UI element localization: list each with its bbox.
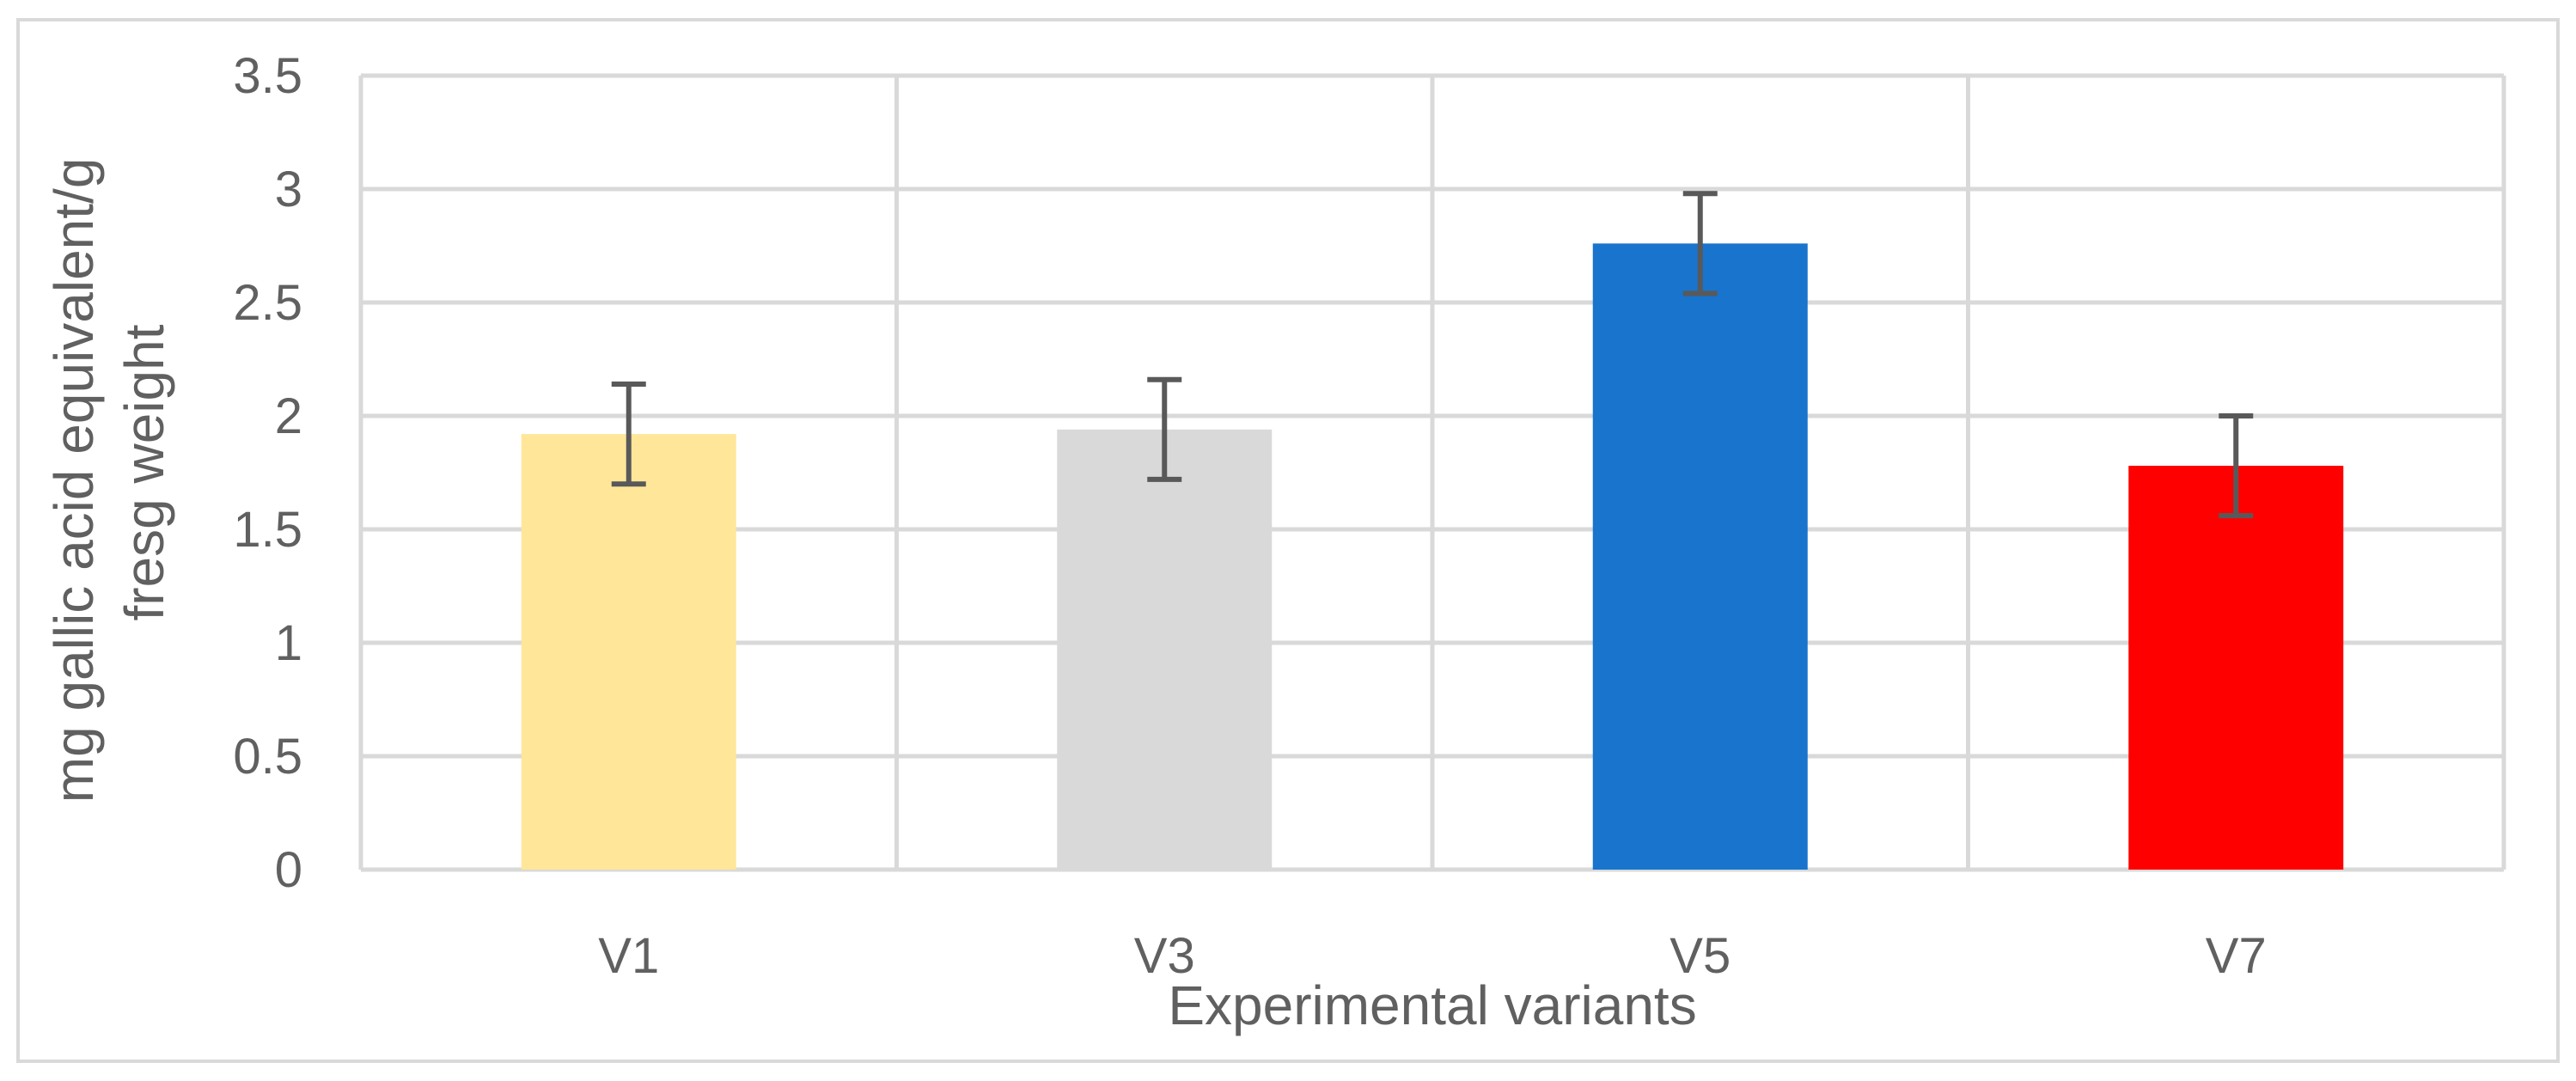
y-tick-label: 2.5: [233, 275, 302, 331]
y-tick-label: 0: [275, 842, 302, 898]
bar-v7: [2128, 466, 2344, 870]
x-tick-label-v7: V7: [2206, 928, 2267, 984]
y-axis-title-line-2: fresg weight: [113, 324, 175, 620]
bars: [521, 243, 2344, 870]
error-bar-v5: [1682, 191, 1718, 296]
x-tick-label-v1: V1: [598, 928, 659, 984]
error-bar-v3: [1147, 376, 1182, 482]
y-tick-label: 2: [275, 388, 302, 444]
y-tick-label: 3: [275, 162, 302, 217]
y-axis-title: mg gallic acid equivalent/g fresg weight: [43, 143, 175, 803]
bar-v1: [521, 434, 736, 870]
x-tick-label-v5: V5: [1670, 928, 1731, 984]
y-tick-labels: 0 0.5 1 1.5 2 2.5 3 3.5: [233, 48, 302, 898]
y-tick-label: 1.5: [233, 502, 302, 558]
error-bar-v1: [611, 382, 646, 487]
error-bar-v7: [2219, 413, 2254, 519]
y-axis-title-line-1: mg gallic acid equivalent/g: [43, 158, 105, 803]
bar-v3: [1057, 429, 1273, 870]
y-tick-label: 1: [275, 615, 302, 671]
y-tick-label: 0.5: [233, 729, 302, 785]
y-tick-label: 3.5: [233, 48, 302, 104]
x-tick-label-v3: V3: [1134, 928, 1195, 984]
x-axis-title: Experimental variants: [1168, 974, 1696, 1036]
x-tick-labels: V1 V3 V5 V7: [598, 928, 2266, 984]
error-bars: [611, 191, 2254, 519]
bar-v5: [1592, 243, 1808, 870]
